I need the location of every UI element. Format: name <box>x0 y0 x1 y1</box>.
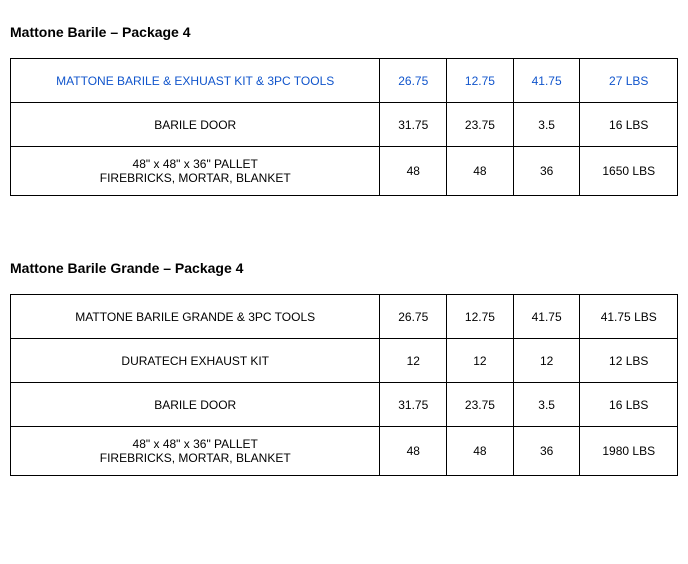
cell-weight: 1650 LBS <box>580 147 678 196</box>
cell-dimension: 26.75 <box>380 59 447 103</box>
cell-dimension: 12 <box>513 339 580 383</box>
cell-dimension: 26.75 <box>380 295 447 339</box>
cell-weight: 1980 LBS <box>580 427 678 476</box>
section-package-4: Mattone Barile – Package 4 MATTONE BARIL… <box>10 24 678 196</box>
cell-dimension: 12.75 <box>447 295 514 339</box>
cell-dimension: 12 <box>447 339 514 383</box>
table-row: BARILE DOOR31.7523.753.516 LBS <box>11 383 678 427</box>
cell-dimension: 41.75 <box>513 295 580 339</box>
cell-description: BARILE DOOR <box>11 383 380 427</box>
cell-dimension: 3.5 <box>513 103 580 147</box>
cell-weight: 27 LBS <box>580 59 678 103</box>
cell-weight: 16 LBS <box>580 103 678 147</box>
cell-dimension: 23.75 <box>447 103 514 147</box>
cell-description: 48" x 48" x 36" PALLETFIREBRICKS, MORTAR… <box>11 427 380 476</box>
cell-weight: 41.75 LBS <box>580 295 678 339</box>
table-row: MATTONE BARILE & EXHUAST KIT & 3PC TOOLS… <box>11 59 678 103</box>
table-1-body: MATTONE BARILE & EXHUAST KIT & 3PC TOOLS… <box>11 59 678 196</box>
cell-dimension: 23.75 <box>447 383 514 427</box>
table-row: MATTONE BARILE GRANDE & 3PC TOOLS26.7512… <box>11 295 678 339</box>
cell-description: 48" x 48" x 36" PALLETFIREBRICKS, MORTAR… <box>11 147 380 196</box>
cell-dimension: 48 <box>380 427 447 476</box>
cell-dimension: 31.75 <box>380 383 447 427</box>
cell-dimension: 36 <box>513 427 580 476</box>
cell-description: MATTONE BARILE & EXHUAST KIT & 3PC TOOLS <box>11 59 380 103</box>
table-row: BARILE DOOR31.7523.753.516 LBS <box>11 103 678 147</box>
section-title-2: Mattone Barile Grande – Package 4 <box>10 260 678 276</box>
section-title-1: Mattone Barile – Package 4 <box>10 24 678 40</box>
table-row: DURATECH EXHAUST KIT12121212 LBS <box>11 339 678 383</box>
section-grande-package-4: Mattone Barile Grande – Package 4 MATTON… <box>10 260 678 476</box>
cell-description: MATTONE BARILE GRANDE & 3PC TOOLS <box>11 295 380 339</box>
cell-dimension: 3.5 <box>513 383 580 427</box>
table-2: MATTONE BARILE GRANDE & 3PC TOOLS26.7512… <box>10 294 678 476</box>
table-2-body: MATTONE BARILE GRANDE & 3PC TOOLS26.7512… <box>11 295 678 476</box>
table-row: 48" x 48" x 36" PALLETFIREBRICKS, MORTAR… <box>11 427 678 476</box>
cell-dimension: 48 <box>447 147 514 196</box>
cell-dimension: 48 <box>380 147 447 196</box>
cell-dimension: 12.75 <box>447 59 514 103</box>
table-row: 48" x 48" x 36" PALLETFIREBRICKS, MORTAR… <box>11 147 678 196</box>
cell-weight: 16 LBS <box>580 383 678 427</box>
table-1: MATTONE BARILE & EXHUAST KIT & 3PC TOOLS… <box>10 58 678 196</box>
cell-description: DURATECH EXHAUST KIT <box>11 339 380 383</box>
cell-dimension: 31.75 <box>380 103 447 147</box>
cell-description: BARILE DOOR <box>11 103 380 147</box>
cell-dimension: 12 <box>380 339 447 383</box>
cell-dimension: 41.75 <box>513 59 580 103</box>
cell-dimension: 48 <box>447 427 514 476</box>
cell-dimension: 36 <box>513 147 580 196</box>
cell-weight: 12 LBS <box>580 339 678 383</box>
